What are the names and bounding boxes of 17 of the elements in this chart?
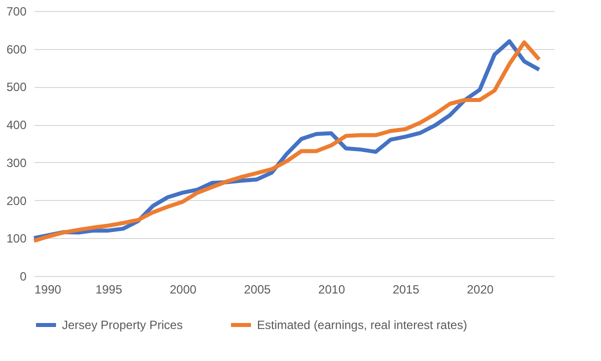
x-tick-label: 1990 — [34, 282, 62, 296]
legend-label: Jersey Property Prices — [62, 318, 183, 332]
y-tick-label: 100 — [6, 232, 27, 246]
y-tick-label: 200 — [6, 194, 27, 208]
x-tick-label: 2000 — [170, 282, 197, 296]
x-tick-label: 1995 — [95, 282, 122, 296]
x-tick-label: 2015 — [392, 282, 420, 296]
legend-label: Estimated (earnings, real interest rates) — [257, 318, 468, 332]
y-tick-label: 600 — [6, 42, 27, 56]
x-tick-label: 2010 — [318, 282, 346, 296]
y-tick-label: 700 — [6, 4, 27, 18]
y-tick-label: 400 — [6, 118, 27, 132]
x-tick-label: 2005 — [244, 282, 272, 296]
y-tick-label: 0 — [20, 270, 27, 284]
x-tick-label: 2020 — [466, 282, 494, 296]
y-tick-label: 500 — [6, 80, 27, 94]
y-tick-label: 300 — [6, 156, 27, 170]
